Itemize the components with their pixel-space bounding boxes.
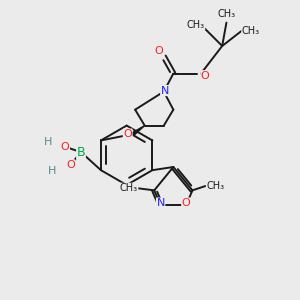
Text: CH₃: CH₃: [120, 183, 138, 193]
Text: CH₃: CH₃: [242, 26, 260, 36]
Text: O: O: [182, 198, 190, 208]
Polygon shape: [132, 126, 145, 135]
Text: B: B: [77, 146, 85, 159]
Text: CH₃: CH₃: [207, 181, 225, 191]
Text: H: H: [48, 166, 56, 176]
Text: CH₃: CH₃: [218, 9, 236, 19]
Text: CH₃: CH₃: [187, 20, 205, 30]
Text: O: O: [154, 46, 163, 56]
Text: N: N: [156, 198, 165, 208]
Text: O: O: [61, 142, 70, 152]
Text: N: N: [161, 85, 169, 96]
Text: O: O: [66, 160, 75, 170]
Text: H: H: [44, 136, 52, 146]
Text: O: O: [123, 129, 132, 139]
Text: O: O: [201, 71, 210, 81]
